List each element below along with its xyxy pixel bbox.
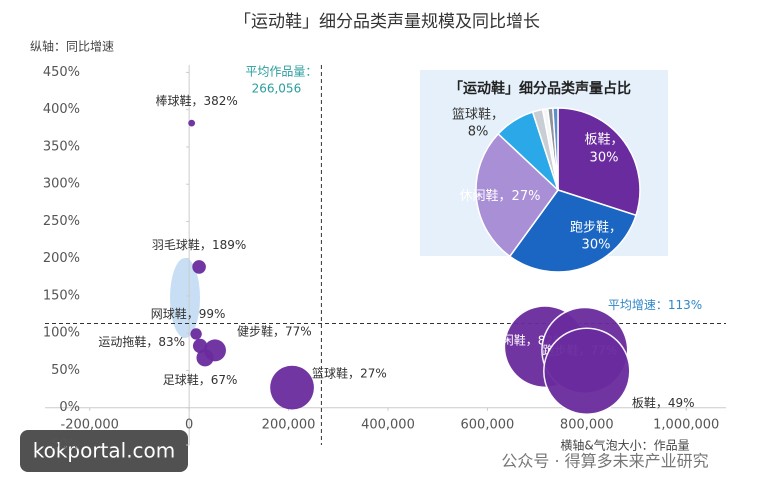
y-tick-label: 350% xyxy=(43,139,80,154)
pie-label: 休闲鞋，27% xyxy=(460,188,541,204)
label-name: 足球鞋， xyxy=(163,371,211,386)
y-tick-label: 100% xyxy=(43,326,80,341)
label-name: 健步鞋， xyxy=(237,323,285,338)
label-name: 板鞋， xyxy=(632,395,668,410)
x-tick-label: 1,000,000 xyxy=(653,418,719,433)
x-axis-label: 横轴&气泡大小：作品量 xyxy=(560,438,689,453)
pie-slice xyxy=(552,107,559,191)
x-tick-label: -200,000 xyxy=(61,418,119,433)
pie-slice xyxy=(475,132,559,258)
data-label: 羽毛球鞋，189% xyxy=(152,236,246,251)
y-tick-label: 200% xyxy=(43,251,80,266)
data-label: 健步鞋，77% xyxy=(237,323,312,338)
data-label: 板鞋，49% xyxy=(632,395,695,410)
avg-y-label: 平均增速：113% xyxy=(608,298,702,312)
x-tick-label: 800,000 xyxy=(560,418,614,433)
label-value: 99% xyxy=(199,306,226,320)
chart-title: 「运动鞋」细分品类声量规模及同比增长 xyxy=(234,12,540,32)
y-tick-label: 400% xyxy=(43,102,80,117)
label-value: 27% xyxy=(360,366,387,380)
label-name: 羽毛球鞋， xyxy=(152,236,212,251)
watermark: 公众号 · 得算多未来产业研究 xyxy=(501,452,708,471)
y-tick-label: 300% xyxy=(43,177,80,192)
avg-x-value: 266,056 xyxy=(252,82,302,96)
data-label: 篮球鞋，27% xyxy=(312,365,387,380)
bubble xyxy=(192,260,206,274)
pie-label-name: 篮球鞋， xyxy=(452,107,504,123)
y-tick-label: -50% xyxy=(46,438,80,453)
bubble xyxy=(190,328,202,340)
avg-x-label: 平均作品量： xyxy=(245,65,317,79)
label-name: 休闲鞋， xyxy=(490,332,538,347)
pie-slice xyxy=(557,107,641,217)
bubble xyxy=(270,365,314,410)
pie-label-name: 板鞋， xyxy=(584,132,623,148)
pie-label-name: 跑步鞋， xyxy=(570,220,622,236)
label-value: 49% xyxy=(668,396,695,410)
label-name: 运动拖鞋， xyxy=(98,333,158,348)
bubble xyxy=(196,349,214,367)
data-label: 足球鞋，67% xyxy=(163,371,238,386)
data-label: 网球鞋，99% xyxy=(151,305,226,320)
x-tick-label: 600,000 xyxy=(461,418,515,433)
bubble xyxy=(188,119,196,127)
y-tick-label: 50% xyxy=(51,363,80,378)
label-value: 67% xyxy=(211,372,238,386)
watermark: kokportal.com xyxy=(33,439,176,463)
inset-title: 「运动鞋」细分品类声量占比 xyxy=(449,80,631,97)
data-label: 棒球鞋，382% xyxy=(155,93,237,108)
label-value: 77% xyxy=(285,324,312,338)
label-value: 189% xyxy=(212,237,246,251)
label-value: 83% xyxy=(158,334,185,348)
y-tick-label: 250% xyxy=(43,214,80,229)
pie-slice xyxy=(508,189,637,273)
y-tick-label: 0% xyxy=(59,400,80,415)
y-tick-label: 450% xyxy=(43,65,80,80)
pie-label-value: 30% xyxy=(582,238,611,253)
cluster-highlight xyxy=(170,258,200,338)
watermark-box xyxy=(20,430,188,472)
data-label: 运动拖鞋，83% xyxy=(98,333,185,348)
y-axis-label: 纵轴：同比增速 xyxy=(30,39,114,54)
x-tick-label: 0 xyxy=(185,418,193,433)
pie-label-value: 30% xyxy=(590,151,619,166)
x-tick-label: 200,000 xyxy=(262,418,316,433)
pie-label-name: 休闲鞋， xyxy=(460,188,512,204)
bubble xyxy=(543,327,631,415)
y-tick-label: 150% xyxy=(43,288,80,303)
label-name: 篮球鞋， xyxy=(312,365,360,380)
label-name: 棒球鞋， xyxy=(155,93,203,108)
label-value: 382% xyxy=(203,94,237,108)
pie-label-value: 27% xyxy=(512,189,541,204)
x-tick-label: 400,000 xyxy=(361,418,415,433)
label-name: 网球鞋， xyxy=(151,305,199,320)
pie-label-value: 8% xyxy=(468,125,489,140)
